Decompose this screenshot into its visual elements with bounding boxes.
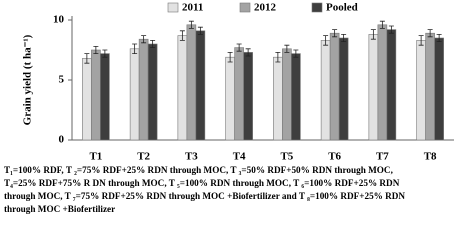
bar [177, 35, 188, 141]
chart: Grain yield (t ha⁻¹) 0 5 10 T1 T2 T3 T4 T5 T6 T7 T… [4, 2, 454, 214]
bar [368, 34, 379, 141]
bar [273, 56, 283, 141]
error-bar [179, 30, 185, 41]
caption-line: T₁=100% RDF, T ₂=75% RDF+25% RDN through… [4, 165, 393, 175]
y-tick-label: 5 [59, 74, 65, 86]
bar [147, 43, 158, 141]
legend-label: Pooled [326, 2, 358, 14]
caption-line: through MOC +Biofertilizer [4, 204, 115, 214]
error-bar [150, 40, 156, 48]
bar [91, 49, 101, 141]
error-bar [388, 25, 394, 34]
legend-swatch [239, 2, 251, 13]
error-bar [245, 48, 251, 57]
y-tick-label: 0 [59, 134, 65, 146]
x-tick-label: T6 [328, 151, 341, 163]
error-bar [93, 46, 99, 54]
bar [329, 32, 340, 141]
bar [225, 56, 235, 141]
bar [338, 37, 349, 141]
bar [138, 38, 149, 141]
error-bar [84, 53, 90, 64]
error-bar [141, 35, 147, 44]
bar [100, 53, 110, 141]
error-bar [427, 29, 433, 38]
legend-label: 2012 [254, 2, 277, 14]
error-bar [197, 26, 203, 35]
error-bar [236, 43, 242, 52]
error-bar [341, 34, 347, 42]
bar [291, 53, 301, 141]
legend-swatch [167, 2, 179, 13]
x-tick-label: T7 [376, 151, 389, 163]
x-tick-label: T2 [137, 151, 150, 163]
bar [377, 24, 388, 141]
bar [416, 40, 426, 141]
error-bar [379, 20, 385, 29]
x-tick-label: T4 [233, 151, 246, 163]
error-bar [188, 20, 194, 29]
x-tick-label: T1 [89, 151, 102, 163]
error-bar [418, 35, 424, 46]
bar [425, 32, 435, 141]
error-bar [332, 29, 338, 38]
error-bar [323, 35, 329, 46]
bar [195, 30, 206, 141]
error-bar [102, 49, 108, 58]
legend-swatch [311, 2, 323, 13]
bar [434, 37, 444, 141]
error-bar [370, 29, 376, 40]
error-bar [132, 43, 138, 54]
y-tick-label: 10 [53, 14, 65, 26]
x-tick-label: T3 [185, 151, 198, 163]
bar [386, 29, 397, 141]
error-bar [284, 44, 290, 53]
x-tick-label: T8 [424, 151, 437, 163]
error-bar [436, 34, 442, 42]
bar [282, 48, 292, 141]
bar [234, 47, 244, 141]
bar [186, 24, 197, 141]
bar [129, 48, 140, 141]
caption-line: T₄=25% RDF+75% R DN through MOC, T ₅=100… [4, 178, 400, 188]
error-bar [227, 52, 233, 63]
bar [82, 58, 92, 141]
legend-label: 2011 [182, 2, 203, 14]
bar [243, 52, 253, 141]
bar [320, 40, 331, 141]
error-bar [293, 49, 299, 58]
page: {"chart_data": {"type": "bar", "ylabel":… [4, 1, 454, 215]
y-axis-label: Grain yield (t ha⁻¹) [22, 34, 34, 125]
caption-line: through MOC, T ₇=75% RDF+25% RDN through… [4, 191, 405, 201]
x-tick-label: T5 [280, 151, 293, 163]
error-bar [275, 52, 281, 63]
